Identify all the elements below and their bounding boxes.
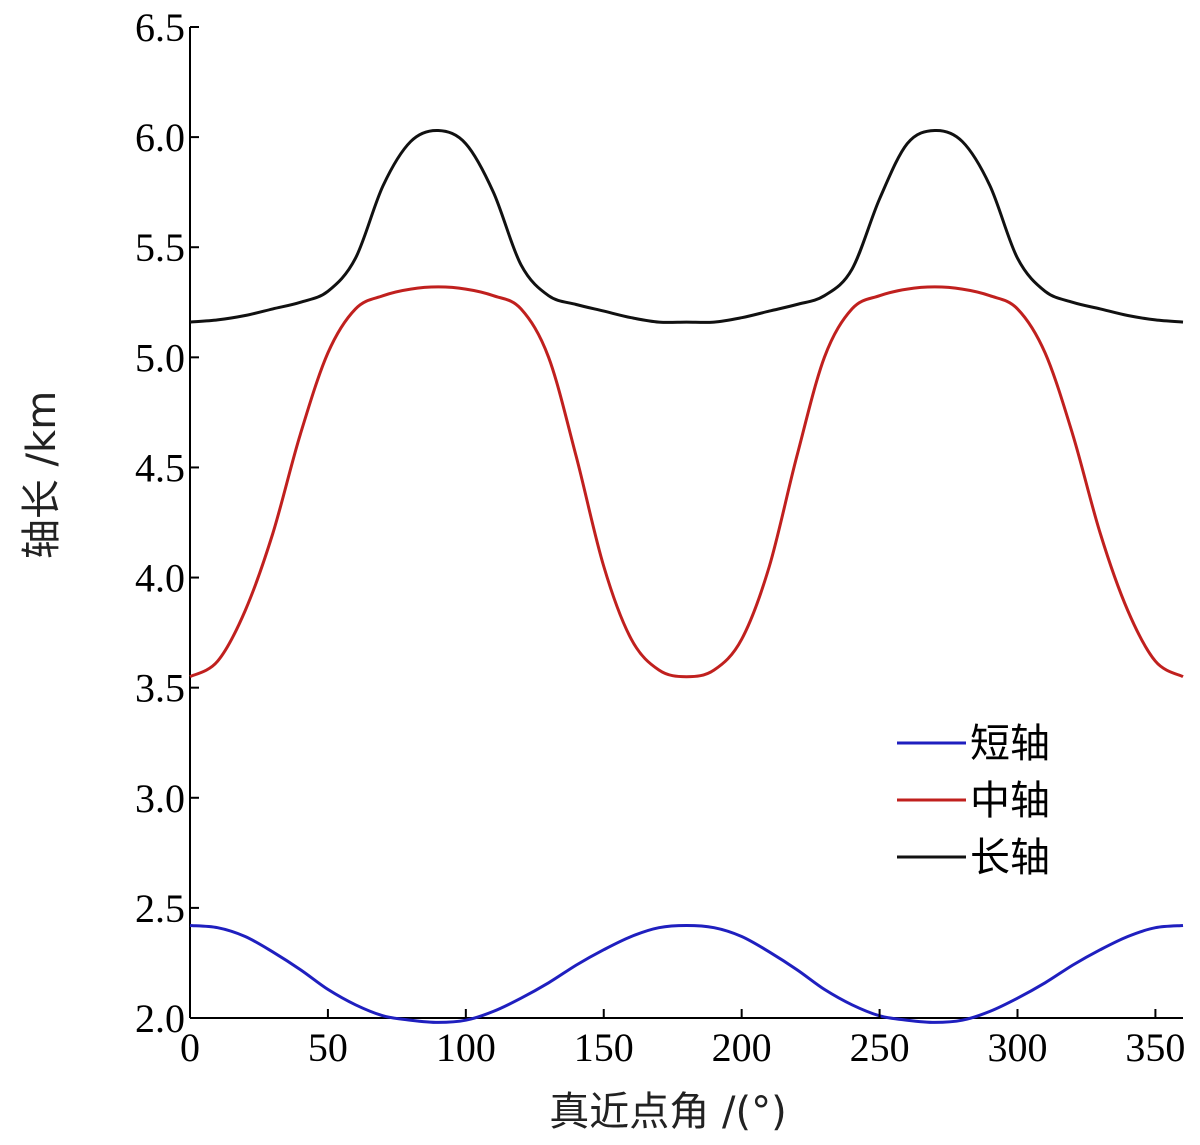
y-tick-label: 5.5	[135, 225, 185, 270]
y-tick-label: 3.5	[135, 666, 185, 711]
x-tick-label: 200	[712, 1025, 772, 1070]
x-axis-title: 真近点角 /(°)	[549, 1089, 786, 1135]
x-axis-ticks: 0 50 100 150 200 250 300 350	[180, 1009, 1185, 1070]
y-axis-title: 轴长 /km	[19, 391, 65, 559]
x-tick-label: 0	[180, 1025, 200, 1070]
y-tick-label: 4.0	[135, 556, 185, 601]
x-tick-label: 50	[308, 1025, 348, 1070]
y-tick-label: 2.5	[135, 886, 185, 931]
legend-label: 中轴	[970, 778, 1050, 824]
y-tick-label: 3.0	[135, 776, 185, 821]
series-line-1	[189, 285, 1184, 679]
y-tick-label: 5.0	[135, 335, 185, 380]
y-tick-label: 4.5	[135, 445, 185, 490]
series-line-0	[189, 924, 1184, 1024]
series-layer	[189, 128, 1184, 1024]
y-axis-ticks: 2.0 2.5 3.0 3.5 4.0 4.5 5.0 5.5 6.0 6.5	[135, 5, 199, 1041]
y-tick-label: 2.0	[135, 996, 185, 1041]
x-tick-label: 150	[574, 1025, 634, 1070]
x-tick-label: 350	[1125, 1025, 1185, 1070]
x-tick-label: 250	[850, 1025, 910, 1070]
x-tick-label: 300	[988, 1025, 1048, 1070]
x-tick-label: 100	[436, 1025, 496, 1070]
y-tick-label: 6.5	[135, 5, 185, 50]
y-tick-label: 6.0	[135, 115, 185, 160]
legend-label: 长轴	[970, 835, 1050, 881]
legend-label: 短轴	[970, 721, 1050, 767]
series-line-2	[189, 128, 1184, 324]
